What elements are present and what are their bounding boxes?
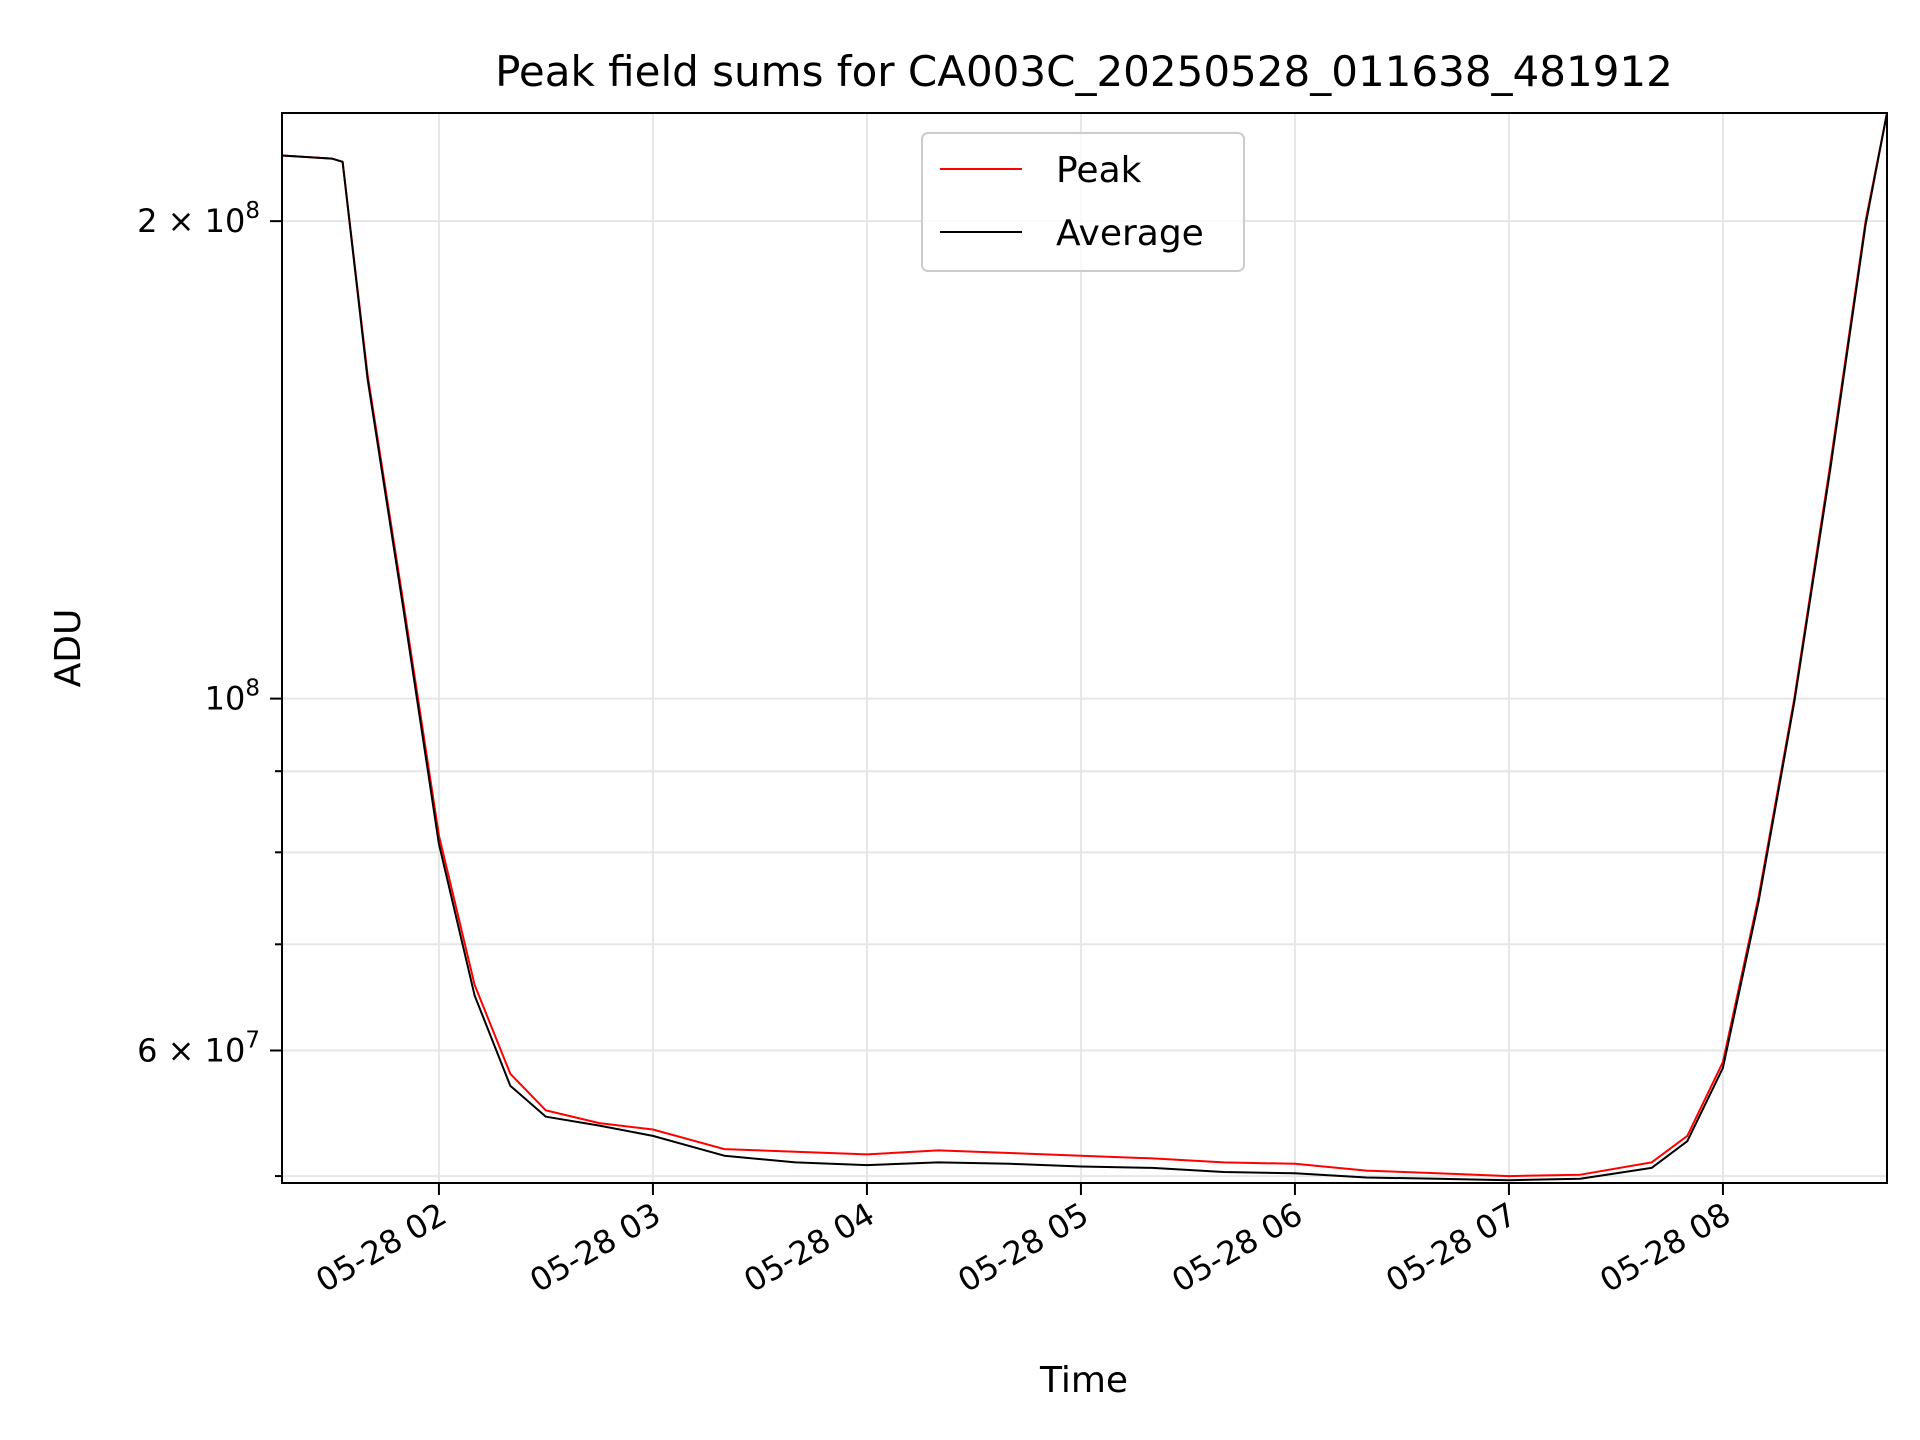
x-axis-label: Time bbox=[1039, 1360, 1128, 1401]
series-line-average bbox=[281, 112, 1888, 1182]
y-tick-label: 2 × 108 bbox=[137, 198, 260, 240]
legend: Peak Average bbox=[921, 132, 1245, 272]
series-lines bbox=[281, 112, 1888, 1182]
legend-label-average: Average bbox=[1056, 213, 1204, 254]
y-tick-label: 108 bbox=[205, 676, 260, 718]
y-axis-label: ADU bbox=[48, 609, 89, 688]
legend-label-peak: Peak bbox=[1056, 150, 1142, 191]
plot-frame bbox=[281, 112, 1888, 1184]
y-tick-label: 6 × 107 bbox=[137, 1027, 260, 1069]
series-line-peak bbox=[281, 112, 1888, 1178]
chart-title: Peak field sums for CA003C_20250528_0116… bbox=[495, 47, 1673, 96]
legend-box bbox=[921, 132, 1245, 272]
